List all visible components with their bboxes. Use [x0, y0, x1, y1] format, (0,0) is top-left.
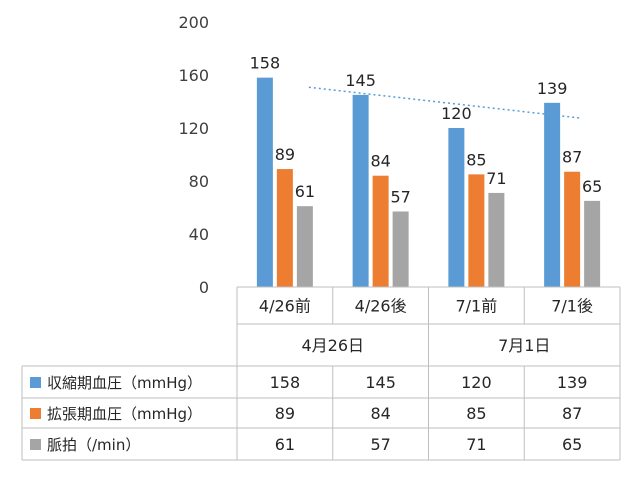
- bar: [544, 102, 561, 287]
- table-cell: 71: [466, 435, 486, 454]
- data-label: 145: [345, 71, 376, 90]
- data-label: 158: [250, 54, 281, 73]
- category-label: 7/1後: [551, 297, 593, 316]
- data-label: 84: [370, 152, 390, 171]
- data-label: 139: [537, 79, 568, 98]
- data-label: 85: [466, 150, 486, 169]
- bar: [392, 211, 409, 287]
- y-tick-label: 120: [178, 119, 209, 138]
- data-label: 87: [562, 148, 582, 167]
- data-label: 89: [275, 145, 295, 164]
- table-cell: 87: [562, 404, 582, 423]
- category-label: 4/26前: [259, 297, 311, 316]
- table-cell: 120: [461, 373, 492, 392]
- data-label: 120: [441, 104, 472, 123]
- table-cell: 65: [562, 435, 582, 454]
- bar: [296, 206, 313, 287]
- bar: [276, 169, 293, 287]
- table-cell: 139: [557, 373, 588, 392]
- y-tick-label: 200: [178, 13, 209, 32]
- table-cell: 89: [275, 404, 295, 423]
- legend-label: 拡張期血圧（mmHg）: [47, 405, 202, 423]
- legend-key: [30, 439, 41, 450]
- data-label: 61: [295, 182, 315, 201]
- category-label: 7/1前: [455, 297, 497, 316]
- y-tick-label: 40: [189, 225, 209, 244]
- bar: [256, 77, 273, 288]
- table-cell: 158: [270, 373, 301, 392]
- y-tick-label: 0: [199, 278, 209, 297]
- bar: [564, 171, 581, 287]
- bar: [584, 200, 601, 287]
- bar: [448, 128, 465, 287]
- bar: [488, 192, 505, 287]
- data-label: 71: [486, 169, 506, 188]
- category-label: 4/26後: [355, 297, 407, 316]
- table-cell: 84: [370, 404, 390, 423]
- y-tick-label: 80: [189, 172, 209, 191]
- table-cell: 85: [466, 404, 486, 423]
- group-label: 4月26日: [301, 336, 364, 355]
- legend-key: [30, 377, 41, 388]
- bar: [372, 175, 389, 287]
- group-label: 7月1日: [498, 336, 550, 355]
- table-cell: 145: [365, 373, 396, 392]
- bar: [352, 94, 369, 287]
- legend-key: [30, 408, 41, 419]
- data-label: 57: [390, 187, 410, 206]
- trendline: [308, 86, 583, 120]
- table-cell: 57: [370, 435, 390, 454]
- table-cell: 61: [275, 435, 295, 454]
- y-tick-label: 160: [178, 66, 209, 85]
- legend-label: 収縮期血圧（mmHg）: [47, 374, 202, 392]
- bar: [468, 174, 485, 287]
- legend-label: 脈拍（/min）: [47, 436, 140, 454]
- data-label: 65: [582, 177, 602, 196]
